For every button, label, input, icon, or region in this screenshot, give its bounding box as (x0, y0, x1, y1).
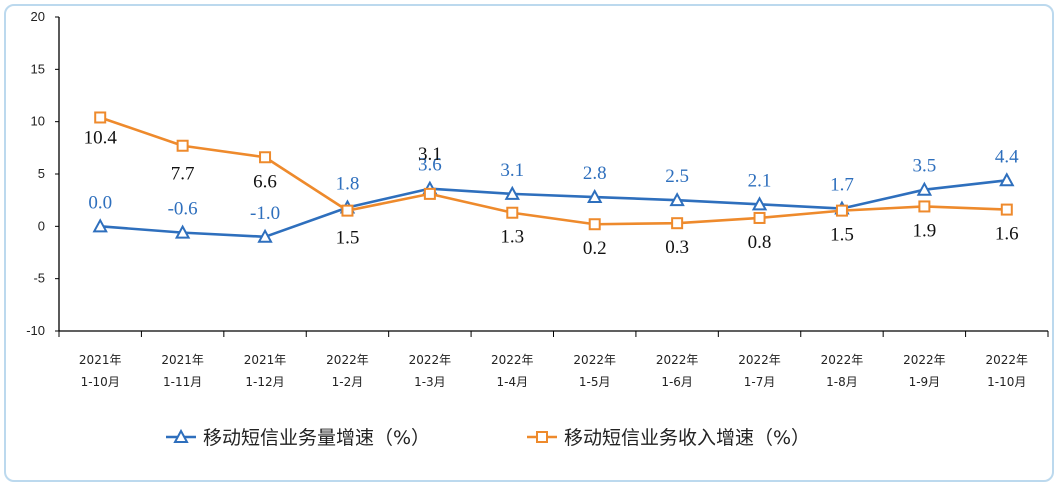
x-tick-label-year: 2022年 (573, 353, 616, 367)
x-tick-label-year: 2022年 (409, 353, 452, 367)
data-label: 3.6 (418, 155, 442, 176)
x-tick-label-year: 2022年 (821, 353, 864, 367)
series-line-1 (100, 178, 1007, 239)
x-tick-label-period: 1-11月 (163, 375, 202, 389)
y-tick-label: 20 (31, 9, 45, 24)
series-2-point (835, 204, 848, 217)
data-label: 7.7 (171, 164, 195, 185)
data-label: 4.4 (995, 146, 1019, 167)
data-label: 10.4 (84, 127, 118, 148)
series-1-point (92, 218, 108, 233)
data-label: 1.8 (336, 173, 360, 194)
data-label: -0.6 (168, 199, 198, 220)
series-2-point (423, 187, 436, 200)
data-label: 1.3 (500, 227, 524, 248)
x-tick-label-period: 1-3月 (414, 375, 446, 389)
series-1-point (504, 185, 520, 200)
series-2-point (671, 217, 684, 230)
x-tick-label-year: 2021年 (79, 353, 122, 367)
x-tick-label-year: 2022年 (738, 353, 781, 367)
series-1-point (587, 188, 603, 204)
series-2-point (176, 139, 189, 152)
chart-frame (4, 4, 1054, 482)
data-label: 1.5 (336, 228, 360, 249)
legend-label-2: 移动短信业务收入增速（%） (564, 427, 810, 449)
series-1-point (751, 196, 768, 211)
series-1-point (916, 181, 933, 196)
y-tick-label: 10 (31, 114, 45, 129)
data-label: 1.6 (995, 224, 1019, 245)
x-tick-label-year: 2022年 (326, 353, 369, 367)
x-tick-label-period: 1-10月 (987, 375, 1026, 389)
series-1-point (257, 228, 273, 243)
x-tick-label-year: 2021年 (244, 353, 287, 367)
data-label: 0.2 (583, 238, 607, 259)
series-1-point (999, 172, 1015, 187)
data-label: 0.8 (748, 232, 772, 253)
x-tick-label-year: 2022年 (656, 353, 699, 367)
data-label: 3.5 (913, 156, 937, 177)
data-label: 2.8 (583, 163, 607, 184)
data-label: 3.1 (500, 160, 524, 181)
x-tick-label-period: 1-7月 (744, 375, 776, 389)
data-label: 3.1 (418, 144, 442, 165)
series-2-point (259, 151, 272, 164)
data-label: -1.0 (250, 203, 280, 224)
data-label: 1.7 (830, 175, 854, 196)
x-tick-label-period: 1-6月 (661, 375, 693, 389)
x-tick-label-period: 1-5月 (579, 375, 611, 389)
y-tick-label: 5 (38, 166, 45, 181)
series-2-point (753, 211, 766, 224)
x-tick-label-period: 1-2月 (332, 375, 364, 389)
series-1-point (174, 224, 191, 239)
series-2-point (506, 206, 519, 219)
series-2-point (94, 111, 107, 124)
x-tick-label-period: 1-12月 (245, 375, 284, 389)
x-tick-label-year: 2022年 (986, 353, 1029, 367)
x-tick-label-period: 1-9月 (909, 375, 941, 389)
series-2-point (918, 200, 931, 213)
legend-label-1: 移动短信业务量增速（%） (203, 427, 430, 449)
x-tick-label-year: 2022年 (903, 353, 946, 367)
series-1-point (669, 192, 685, 207)
data-label: 0.3 (665, 237, 689, 258)
x-tick-label-year: 2021年 (161, 353, 204, 367)
data-label: 1.9 (913, 220, 937, 241)
data-label: 2.5 (665, 166, 689, 187)
data-label: 0.0 (88, 192, 112, 213)
legend-marker-triangle (173, 428, 189, 443)
series-2-point (341, 204, 354, 217)
series-2-point (588, 218, 601, 231)
series-2-point (1000, 203, 1013, 216)
series-line-2 (99, 116, 1007, 226)
data-label: 6.6 (253, 171, 277, 192)
legend-marker-square (536, 431, 548, 443)
y-tick-label: 0 (38, 218, 45, 233)
data-label: 1.5 (830, 225, 854, 246)
x-tick-label-period: 1-4月 (496, 375, 528, 389)
x-tick-label-year: 2022年 (491, 353, 534, 367)
y-tick-label: -10 (26, 323, 45, 338)
data-label: 2.1 (748, 170, 772, 191)
y-tick-label: -5 (33, 271, 45, 286)
x-tick-label-period: 1-10月 (81, 375, 120, 389)
x-tick-label-period: 1-8月 (826, 375, 858, 389)
y-tick-label: 15 (31, 61, 45, 76)
